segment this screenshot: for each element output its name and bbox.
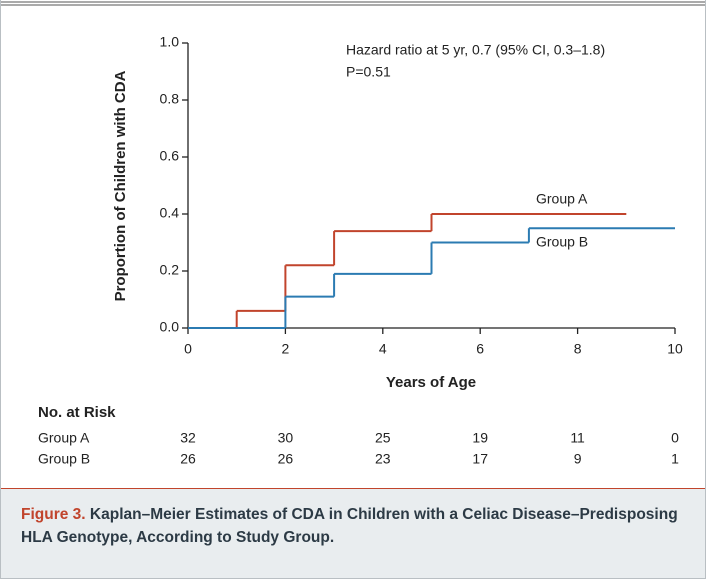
- y-tick-label: 0.6: [160, 148, 180, 164]
- risk-count: 23: [375, 451, 391, 467]
- caption-text: Kaplan–Meier Estimates of CDA in Childre…: [21, 506, 678, 546]
- x-tick-label: 2: [282, 341, 290, 357]
- risk-table-title: No. at Risk: [38, 404, 116, 421]
- risk-count: 32: [180, 430, 196, 446]
- risk-count: 9: [574, 451, 582, 467]
- y-tick-label: 0.8: [160, 91, 180, 107]
- risk-count: 17: [472, 451, 488, 467]
- caption-label: Figure 3.: [21, 506, 86, 523]
- x-tick-label: 8: [574, 341, 582, 357]
- x-axis-label: Years of Age: [386, 374, 476, 391]
- risk-count: 26: [180, 451, 196, 467]
- series-label: Group B: [536, 234, 588, 250]
- x-tick-label: 6: [476, 341, 484, 357]
- chart: Hazard ratio at 5 yr, 0.7 (95% CI, 0.3–1…: [1, 1, 705, 467]
- risk-count: 25: [375, 430, 391, 446]
- x-tick-label: 4: [379, 341, 387, 357]
- risk-count: 11: [570, 430, 585, 446]
- annotation: P=0.51: [346, 64, 391, 80]
- y-tick-label: 1.0: [160, 34, 180, 50]
- risk-count: 19: [472, 430, 488, 446]
- risk-count: 30: [278, 430, 294, 446]
- risk-count: 26: [278, 451, 294, 467]
- caption: Figure 3. Kaplan–Meier Estimates of CDA …: [1, 488, 705, 578]
- risk-count: 1: [671, 451, 679, 467]
- y-tick-label: 0.0: [160, 319, 180, 335]
- risk-row-label: Group B: [38, 451, 90, 467]
- x-tick-label: 0: [184, 341, 192, 357]
- x-tick-label: 10: [667, 341, 683, 357]
- y-axis-label: Proportion of Children with CDA: [112, 70, 129, 301]
- annotation: Hazard ratio at 5 yr, 0.7 (95% CI, 0.3–1…: [346, 42, 605, 58]
- series-label: Group A: [536, 191, 588, 207]
- y-tick-label: 0.4: [160, 205, 180, 221]
- y-tick-label: 0.2: [160, 262, 180, 278]
- risk-row-label: Group A: [38, 430, 90, 446]
- risk-count: 0: [671, 430, 679, 446]
